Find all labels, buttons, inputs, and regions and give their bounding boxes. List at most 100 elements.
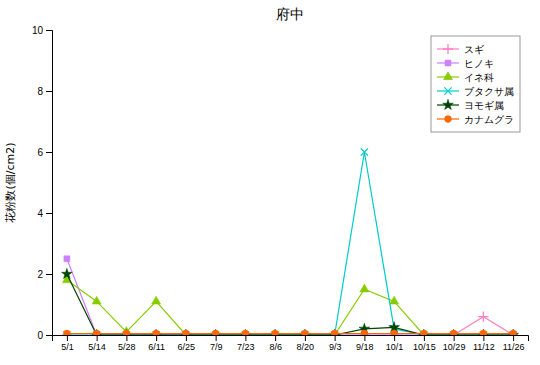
- series-point: [508, 329, 519, 335]
- series-point: [240, 330, 250, 335]
- y-tick-mark: [46, 91, 52, 92]
- series-point: [211, 330, 221, 335]
- series-point: [151, 330, 161, 335]
- legend: スギヒノキイネ科ブタクサ属ヨモギ属カナムグラ: [431, 36, 520, 132]
- series-point: [450, 330, 457, 335]
- chart: 02468105/15/145/286/116/257/97/238/68/20…: [0, 0, 540, 365]
- series-point: [270, 329, 281, 335]
- x-tick-label: 11/12: [473, 342, 495, 352]
- series-point: [418, 329, 429, 335]
- x-tick-label: 11/26: [503, 342, 525, 352]
- series-point: [329, 329, 340, 335]
- y-tick: 10: [32, 25, 52, 36]
- series-point: [390, 296, 399, 304]
- series-point: [478, 312, 488, 322]
- x-tick: 6/11: [148, 335, 165, 352]
- x-tick-mark: [454, 335, 455, 341]
- series-point: [420, 330, 427, 335]
- x-tick-mark: [394, 335, 395, 341]
- series-point: [212, 330, 219, 335]
- series-point: [92, 330, 102, 335]
- series: [61, 268, 518, 335]
- title: 府中: [276, 6, 304, 22]
- series: [63, 148, 517, 335]
- x-tick-mark: [335, 335, 336, 341]
- legend-marker: [443, 72, 452, 80]
- x-tick: 11/12: [473, 335, 495, 352]
- series: [63, 330, 516, 335]
- y-tick-label: 10: [32, 25, 44, 36]
- series-point: [153, 330, 160, 335]
- x-tick-label: 5/28: [118, 342, 136, 352]
- series-point: [449, 330, 459, 335]
- series-point: [300, 330, 309, 335]
- legend-label: スギ: [464, 44, 484, 55]
- y-axis-title: 花粉数(個/cm2): [4, 142, 17, 222]
- x-tick: 5/14: [88, 335, 106, 352]
- x-tick-mark: [275, 335, 276, 341]
- series-point: [480, 330, 487, 335]
- y-tick-mark: [46, 30, 52, 31]
- legend-label: ブタクサ属: [464, 86, 514, 97]
- x-tick-mark: [216, 335, 217, 341]
- x-tick: 10/29: [443, 335, 466, 352]
- x-tick-mark: [305, 335, 306, 341]
- y-tick-mark: [46, 152, 52, 153]
- x-axis-line: [53, 336, 529, 342]
- series-point: [419, 330, 428, 335]
- series-point: [478, 329, 489, 335]
- series-point: [121, 329, 132, 335]
- legend-marker: [443, 44, 453, 54]
- series-line: [67, 274, 513, 335]
- series-point: [64, 256, 70, 262]
- x-tick: 10/15: [413, 335, 436, 352]
- series-point: [63, 330, 70, 335]
- x-tick-mark: [97, 335, 98, 341]
- series-line: [67, 280, 513, 335]
- series-point: [270, 330, 280, 335]
- series-point: [300, 330, 310, 335]
- x-tick-mark: [245, 335, 246, 341]
- x-tick-mark: [483, 335, 484, 341]
- background: [0, 0, 540, 365]
- x-tick-label: 10/1: [386, 342, 404, 352]
- series-point: [272, 330, 279, 335]
- series-point: [391, 330, 398, 335]
- x-tick: 9/18: [356, 335, 374, 352]
- series-point: [93, 330, 100, 335]
- x-tick-label: 6/11: [148, 342, 165, 352]
- series-point: [241, 330, 250, 335]
- series-point: [330, 330, 340, 335]
- x-tick-mark: [364, 335, 365, 341]
- series-area: [61, 148, 518, 335]
- series-point: [240, 329, 251, 335]
- legend-marker: [445, 116, 452, 123]
- series-point: [508, 330, 518, 335]
- x-tick-mark: [424, 335, 425, 341]
- series-point: [448, 329, 459, 335]
- x-tick: 5/28: [118, 335, 136, 352]
- series-point: [509, 330, 518, 335]
- x-tick: 9/3: [329, 335, 342, 352]
- y-tick-mark: [46, 274, 52, 275]
- x-tick: 11/26: [503, 335, 525, 352]
- y-tick: 0: [37, 330, 52, 341]
- series-point: [152, 296, 161, 304]
- series-line: [67, 152, 513, 335]
- series-line: [67, 317, 513, 335]
- x-tick-label: 7/9: [210, 342, 223, 352]
- series: [64, 256, 516, 335]
- x-tick-label: 5/14: [88, 342, 106, 352]
- series-point: [330, 330, 339, 335]
- legend-marker: [443, 99, 454, 109]
- x-tick: 8/20: [297, 335, 315, 352]
- series-point: [361, 148, 368, 155]
- x-tick-label: 7/23: [237, 342, 255, 352]
- series-point: [61, 268, 72, 278]
- x-tick: 8/6: [269, 335, 282, 352]
- x-tick-label: 9/3: [329, 342, 342, 352]
- y-tick-label: 6: [37, 147, 43, 158]
- plot: 02468105/15/145/286/116/257/97/238/68/20…: [32, 25, 529, 353]
- x-tick-label: 10/29: [443, 342, 466, 352]
- x-tick: 5/1: [61, 335, 74, 352]
